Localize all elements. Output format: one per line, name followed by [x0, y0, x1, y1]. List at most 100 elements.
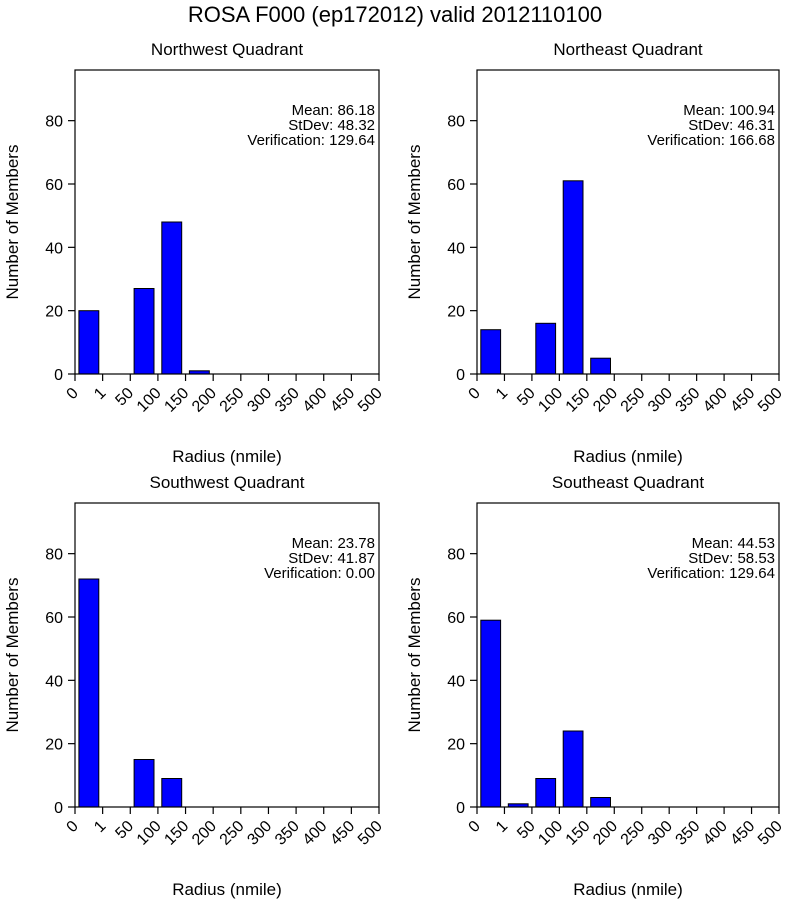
x-axis-label: Radius (nmile) [573, 880, 683, 899]
x-tick-label: 250 [618, 818, 649, 849]
bar [133, 759, 155, 808]
x-tick-label: 450 [327, 385, 358, 416]
x-tick-label: 150 [563, 818, 594, 849]
x-tick-label: 0 [64, 818, 82, 836]
x-tick-label: 250 [618, 385, 649, 416]
plot-frame [74, 502, 380, 808]
x-tick-label: 250 [217, 385, 248, 416]
stat-mean: Mean: 86.18 [292, 102, 375, 119]
x-tick-label: 1 [91, 818, 109, 836]
x-tick-label: 50 [514, 385, 539, 410]
y-tick-label: 60 [45, 177, 63, 194]
bar [480, 329, 502, 375]
x-tick-label: 50 [514, 818, 539, 843]
y-tick-label: 40 [447, 673, 465, 690]
y-axis-label: Number of Members [405, 578, 424, 733]
x-axis-label: Radius (nmile) [172, 447, 282, 466]
x-tick-label: 150 [563, 385, 594, 416]
x-tick-label: 450 [327, 818, 358, 849]
x-tick-label: 350 [673, 385, 704, 416]
x-tick-label: 300 [244, 818, 275, 849]
stat-verification: Verification: 166.68 [647, 132, 775, 149]
y-tick-label: 60 [447, 177, 465, 194]
y-tick-label: 0 [54, 367, 63, 384]
bar [161, 778, 183, 808]
bar [78, 578, 100, 808]
bar [78, 310, 100, 375]
stat-stdev: StDev: 46.31 [688, 117, 775, 134]
x-tick-label: 400 [700, 818, 731, 849]
y-tick-label: 20 [447, 737, 465, 754]
bar [535, 322, 557, 375]
y-tick-label: 20 [447, 304, 465, 321]
bar [562, 180, 584, 375]
x-tick-label: 300 [244, 385, 275, 416]
y-tick-label: 0 [456, 367, 465, 384]
bar [562, 730, 584, 808]
x-tick-label: 100 [535, 385, 566, 416]
x-tick-label: 500 [755, 385, 786, 416]
stat-mean: Mean: 23.78 [292, 535, 375, 552]
y-tick-label: 20 [45, 304, 63, 321]
x-tick-label: 350 [673, 818, 704, 849]
x-tick-label: 0 [466, 385, 484, 403]
x-tick-label: 400 [700, 385, 731, 416]
stat-stdev: StDev: 48.32 [288, 117, 375, 134]
y-tick-label: 0 [456, 800, 465, 817]
y-tick-label: 40 [447, 240, 465, 257]
x-tick-label: 50 [112, 385, 137, 410]
x-tick-label: 450 [727, 385, 758, 416]
x-tick-label: 200 [189, 385, 220, 416]
y-tick-label: 0 [54, 800, 63, 817]
stat-verification: Verification: 129.64 [647, 565, 775, 582]
plot-frame [74, 69, 380, 375]
x-tick-label: 400 [300, 385, 331, 416]
plot-frame [476, 502, 780, 808]
x-tick-label: 300 [645, 385, 676, 416]
y-axis-label: Number of Members [405, 145, 424, 300]
y-tick-label: 80 [45, 547, 63, 564]
x-tick-label: 500 [755, 818, 786, 849]
y-tick-label: 80 [45, 114, 63, 131]
x-tick-label: 200 [590, 385, 621, 416]
x-tick-label: 500 [355, 818, 386, 849]
y-tick-label: 80 [447, 547, 465, 564]
bar [161, 221, 183, 375]
x-tick-label: 50 [112, 818, 137, 843]
stat-mean: Mean: 100.94 [683, 102, 775, 119]
panel-title: Northwest Quadrant [151, 40, 303, 59]
x-tick-label: 350 [272, 818, 303, 849]
bar [133, 288, 155, 375]
x-tick-label: 450 [727, 818, 758, 849]
x-tick-label: 100 [535, 818, 566, 849]
bar [590, 357, 612, 375]
panel-title: Southeast Quadrant [552, 473, 704, 492]
x-tick-label: 300 [645, 818, 676, 849]
x-tick-label: 0 [64, 385, 82, 403]
x-axis-label: Radius (nmile) [172, 880, 282, 899]
panel-title: Southwest Quadrant [150, 473, 305, 492]
stat-stdev: StDev: 58.53 [688, 550, 775, 567]
x-tick-label: 1 [493, 818, 511, 836]
x-tick-label: 150 [161, 818, 192, 849]
bar [535, 778, 557, 808]
x-tick-label: 100 [134, 385, 165, 416]
panel-title: Northeast Quadrant [553, 40, 703, 59]
x-tick-label: 250 [217, 818, 248, 849]
x-tick-label: 1 [493, 385, 511, 403]
y-tick-label: 40 [45, 240, 63, 257]
bar [590, 797, 612, 808]
stat-verification: Verification: 0.00 [264, 565, 375, 582]
x-axis-label: Radius (nmile) [573, 447, 683, 466]
y-axis-label: Number of Members [3, 578, 22, 733]
bar [480, 619, 502, 808]
x-tick-label: 150 [161, 385, 192, 416]
figure-title: ROSA F000 (ep172012) valid 2012110100 [188, 2, 602, 27]
stat-mean: Mean: 44.53 [692, 535, 775, 552]
x-tick-label: 200 [189, 818, 220, 849]
y-tick-label: 40 [45, 673, 63, 690]
